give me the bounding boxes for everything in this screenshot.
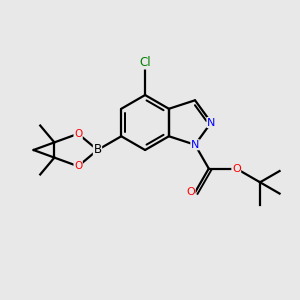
Text: Cl: Cl [139, 56, 151, 69]
Text: O: O [232, 164, 241, 174]
Text: N: N [207, 118, 215, 128]
Text: O: O [74, 129, 82, 139]
Text: O: O [74, 161, 82, 171]
Text: B: B [93, 143, 102, 157]
Text: N: N [191, 140, 199, 150]
Text: O: O [186, 188, 195, 197]
